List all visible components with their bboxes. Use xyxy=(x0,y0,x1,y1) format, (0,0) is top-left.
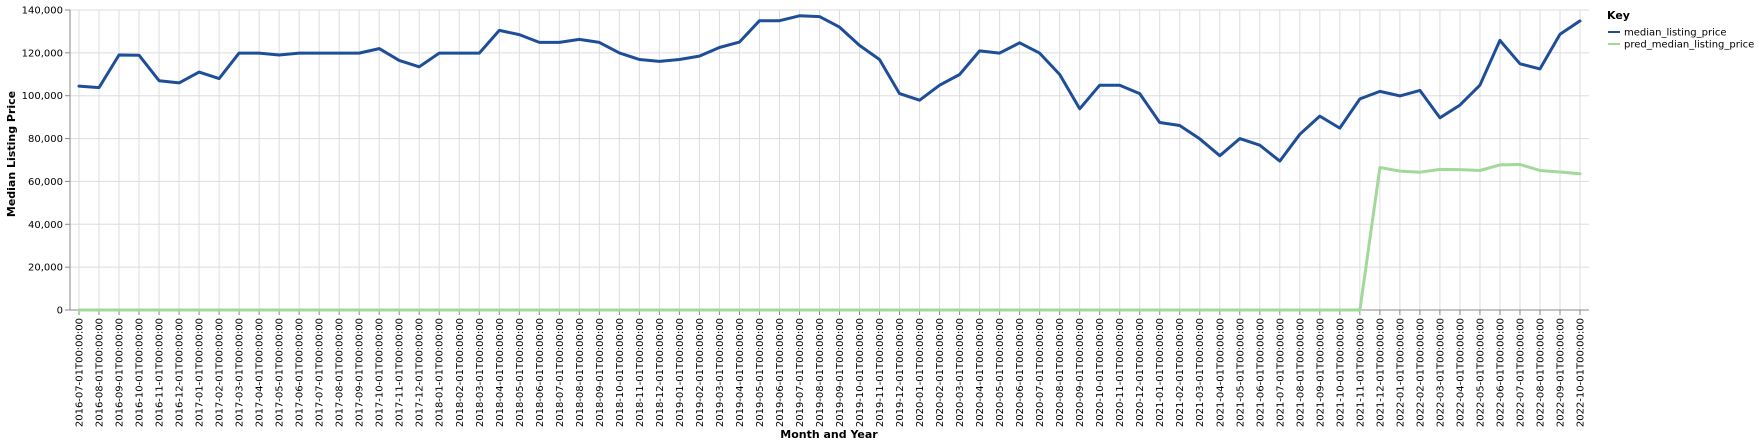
y-tick-label: 140,000 xyxy=(22,6,63,17)
x-tick-label: 2020-08-01T00:00:00 xyxy=(1055,318,1066,427)
x-tick-label: 2016-11-01T00:00:00 xyxy=(155,318,166,427)
x-tick-label: 2017-01-01T00:00:00 xyxy=(195,318,206,427)
x-tick-label: 2017-04-01T00:00:00 xyxy=(255,318,266,427)
x-tick-label: 2020-01-01T00:00:00 xyxy=(915,318,926,427)
x-tick-label: 2019-11-01T00:00:00 xyxy=(875,318,886,427)
x-tick-label: 2021-01-01T00:00:00 xyxy=(1155,318,1166,427)
x-tick-label: 2020-07-01T00:00:00 xyxy=(1035,318,1046,427)
x-tick-label: 2018-03-01T00:00:00 xyxy=(475,318,486,427)
y-tick-label: 120,000 xyxy=(22,48,63,59)
x-tick-label: 2022-03-01T00:00:00 xyxy=(1435,318,1446,427)
x-tick-label: 2018-01-01T00:00:00 xyxy=(435,318,446,427)
x-tick-label: 2019-03-01T00:00:00 xyxy=(715,318,726,427)
x-tick-label: 2020-05-01T00:00:00 xyxy=(995,318,1006,427)
x-tick-label: 2021-08-01T00:00:00 xyxy=(1295,318,1306,427)
y-tick-label: 20,000 xyxy=(28,263,63,274)
x-tick-label: 2018-02-01T00:00:00 xyxy=(455,318,466,427)
x-tick-label: 2020-11-01T00:00:00 xyxy=(1115,318,1126,427)
x-tick-label: 2020-10-01T00:00:00 xyxy=(1095,318,1106,427)
x-tick-label: 2018-12-01T00:00:00 xyxy=(655,318,666,427)
x-tick-label: 2017-06-01T00:00:00 xyxy=(295,318,306,427)
x-tick-label: 2017-09-01T00:00:00 xyxy=(355,318,366,427)
x-tick-label: 2017-10-01T00:00:00 xyxy=(375,318,386,427)
x-tick-label: 2021-09-01T00:00:00 xyxy=(1315,318,1326,427)
legend-label: pred_median_listing_price xyxy=(1624,40,1754,51)
x-tick-label: 2022-08-01T00:00:00 xyxy=(1535,318,1546,427)
x-tick-label: 2018-05-01T00:00:00 xyxy=(515,318,526,427)
y-tick-label: 60,000 xyxy=(28,177,63,188)
x-axis-title: Month and Year xyxy=(780,428,878,441)
x-tick-label: 2019-06-01T00:00:00 xyxy=(775,318,786,427)
x-tick-label: 2021-10-01T00:00:00 xyxy=(1335,318,1346,427)
x-tick-label: 2020-06-01T00:00:00 xyxy=(1015,318,1026,427)
x-tick-label: 2021-03-01T00:00:00 xyxy=(1195,318,1206,427)
y-tick-label: 0 xyxy=(57,306,63,317)
x-tick-label: 2021-05-01T00:00:00 xyxy=(1235,318,1246,427)
series-line-pred_median_listing_price xyxy=(77,163,1582,312)
x-tick-labels: 2016-07-01T00:00:00 2016-08-01T00:00:00 20… xyxy=(75,318,1587,427)
x-tick-label: 2019-12-01T00:00:00 xyxy=(895,318,906,427)
x-tick-label: 2019-08-01T00:00:00 xyxy=(815,318,826,427)
grid-lines xyxy=(70,9,1589,311)
x-tick-label: 2016-08-01T00:00:00 xyxy=(95,318,106,427)
y-tick-labels: 0 20,000 40,000 60,000 80,000 100,000 120,000 1… xyxy=(22,6,63,317)
x-tick-label: 2019-05-01T00:00:00 xyxy=(755,318,766,427)
legend-label: median_listing_price xyxy=(1624,28,1727,39)
x-tick-label: 2022-07-01T00:00:00 xyxy=(1515,318,1526,427)
x-tick-label: 2021-02-01T00:00:00 xyxy=(1175,318,1186,427)
x-tick-label: 2017-02-01T00:00:00 xyxy=(215,318,226,427)
x-tick-label: 2018-08-01T00:00:00 xyxy=(575,318,586,427)
axes xyxy=(65,9,1589,315)
x-tick-label: 2017-07-01T00:00:00 xyxy=(315,318,326,427)
x-tick-label: 2016-10-01T00:00:00 xyxy=(135,318,146,427)
x-tick-label: 2017-12-01T00:00:00 xyxy=(415,318,426,427)
x-tick-label: 2021-06-01T00:00:00 xyxy=(1255,318,1266,427)
x-tick-label: 2017-11-01T00:00:00 xyxy=(395,318,406,427)
x-tick-label: 2022-04-01T00:00:00 xyxy=(1455,318,1466,427)
x-tick-label: 2018-04-01T00:00:00 xyxy=(495,318,506,427)
x-tick-label: 2018-07-01T00:00:00 xyxy=(555,318,566,427)
x-tick-label: 2021-11-01T00:00:00 xyxy=(1355,318,1366,427)
x-tick-label: 2020-04-01T00:00:00 xyxy=(975,318,986,427)
x-tick-label: 2019-02-01T00:00:00 xyxy=(695,318,706,427)
x-tick-label: 2020-02-01T00:00:00 xyxy=(935,318,946,427)
x-tick-label: 2019-10-01T00:00:00 xyxy=(855,318,866,427)
y-tick-label: 40,000 xyxy=(28,220,63,231)
x-tick-label: 2022-05-01T00:00:00 xyxy=(1475,318,1486,427)
x-tick-label: 2020-09-01T00:00:00 xyxy=(1075,318,1086,427)
x-tick-label: 2021-07-01T00:00:00 xyxy=(1275,318,1286,427)
x-tick-label: 2017-05-01T00:00:00 xyxy=(275,318,286,427)
x-tick-label: 2021-12-01T00:00:00 xyxy=(1375,318,1386,427)
y-tick-label: 100,000 xyxy=(22,91,63,102)
x-tick-label: 2017-03-01T00:00:00 xyxy=(235,318,246,427)
x-tick-label: 2018-06-01T00:00:00 xyxy=(535,318,546,427)
x-tick-label: 2018-10-01T00:00:00 xyxy=(615,318,626,427)
x-tick-label: 2022-06-01T00:00:00 xyxy=(1495,318,1506,427)
x-tick-label: 2022-01-01T00:00:00 xyxy=(1395,318,1406,427)
x-tick-label: 2021-04-01T00:00:00 xyxy=(1215,318,1226,427)
x-tick-label: 2020-03-01T00:00:00 xyxy=(955,318,966,427)
x-tick-label: 2022-09-01T00:00:00 xyxy=(1555,318,1566,427)
x-tick-label: 2016-09-01T00:00:00 xyxy=(115,318,126,427)
legend: Key median_listing_pricepred_median_list… xyxy=(1607,9,1754,51)
x-tick-label: 2022-10-01T00:00:00 xyxy=(1576,318,1587,427)
y-axis-title: Median Listing Price xyxy=(5,91,18,217)
x-tick-label: 2019-04-01T00:00:00 xyxy=(735,318,746,427)
x-tick-label: 2017-08-01T00:00:00 xyxy=(335,318,346,427)
legend-title: Key xyxy=(1607,9,1630,22)
x-tick-label: 2018-09-01T00:00:00 xyxy=(595,318,606,427)
x-tick-label: 2016-07-01T00:00:00 xyxy=(75,318,86,427)
x-tick-label: 2020-12-01T00:00:00 xyxy=(1135,318,1146,427)
x-tick-label: 2022-02-01T00:00:00 xyxy=(1415,318,1426,427)
x-tick-label: 2019-01-01T00:00:00 xyxy=(675,318,686,427)
series-lines xyxy=(77,14,1582,312)
x-tick-label: 2018-11-01T00:00:00 xyxy=(635,318,646,427)
x-tick-label: 2016-12-01T00:00:00 xyxy=(175,318,186,427)
series-line-median_listing_price xyxy=(77,14,1582,163)
x-tick-label: 2019-07-01T00:00:00 xyxy=(795,318,806,427)
x-tick-label: 2019-09-01T00:00:00 xyxy=(835,318,846,427)
y-tick-label: 80,000 xyxy=(28,134,63,145)
